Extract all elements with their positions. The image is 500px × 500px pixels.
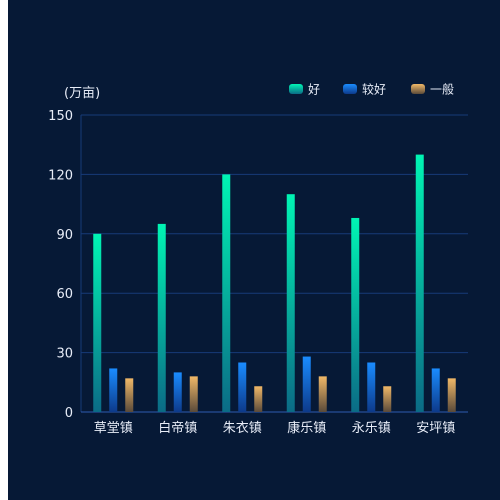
bar-好-白帝镇[interactable] <box>157 223 166 412</box>
grid-lines <box>80 114 468 413</box>
bar-较好-白帝镇[interactable] <box>173 372 182 412</box>
x-tick-label: 安坪镇 <box>416 421 455 436</box>
legend-swatch <box>289 84 303 94</box>
y-tick-label: 60 <box>56 287 73 302</box>
y-tick-label: 0 <box>65 406 73 421</box>
y-axis-unit-label: (万亩) <box>64 85 100 101</box>
legend-label: 一般 <box>430 82 454 97</box>
y-tick-label: 30 <box>56 347 73 362</box>
legend-swatch <box>411 84 425 94</box>
bar-一般-安坪镇[interactable] <box>447 378 456 412</box>
bars <box>93 154 456 413</box>
bar-好-草堂镇[interactable] <box>93 233 102 412</box>
y-tick-label: 120 <box>48 168 73 183</box>
bar-较好-朱衣镇[interactable] <box>238 362 247 413</box>
x-tick-label: 朱衣镇 <box>223 420 262 436</box>
legend-item-一般[interactable]: 一般 <box>411 82 454 97</box>
y-tick-label: 150 <box>48 109 73 124</box>
bar-一般-永乐镇[interactable] <box>383 386 392 412</box>
legend-swatch <box>343 84 357 94</box>
legend-item-较好[interactable]: 较好 <box>343 82 386 97</box>
bar-好-安坪镇[interactable] <box>415 154 424 412</box>
bar-一般-朱衣镇[interactable] <box>254 386 263 412</box>
bar-一般-康乐镇[interactable] <box>318 376 327 412</box>
x-tick-label: 康乐镇 <box>287 420 326 436</box>
legend-item-好[interactable]: 好 <box>289 83 320 97</box>
x-tick-label: 草堂镇 <box>94 421 133 436</box>
y-tick-labels: 0 30 60 90 120 150 <box>48 109 73 421</box>
x-tick-label: 白帝镇 <box>158 420 197 436</box>
bar-较好-永乐镇[interactable] <box>367 362 376 413</box>
bar-一般-白帝镇[interactable] <box>189 376 198 412</box>
bar-好-康乐镇[interactable] <box>286 194 295 412</box>
bar-一般-草堂镇[interactable] <box>125 378 134 412</box>
bar-好-朱衣镇[interactable] <box>222 174 231 412</box>
y-tick-label: 90 <box>56 228 73 243</box>
bar-好-永乐镇[interactable] <box>351 217 360 412</box>
bar-较好-草堂镇[interactable] <box>109 368 118 412</box>
bar-较好-安坪镇[interactable] <box>431 368 440 412</box>
x-tick-label: 永乐镇 <box>352 421 391 436</box>
x-tick-labels: 草堂镇 白帝镇 朱衣镇 康乐镇 永乐镇 安坪镇 <box>94 420 456 436</box>
legend-label: 好 <box>308 83 320 97</box>
legend-label: 较好 <box>362 82 386 97</box>
legend: 好 较好 一般 <box>289 82 454 97</box>
bar-较好-康乐镇[interactable] <box>302 356 311 412</box>
